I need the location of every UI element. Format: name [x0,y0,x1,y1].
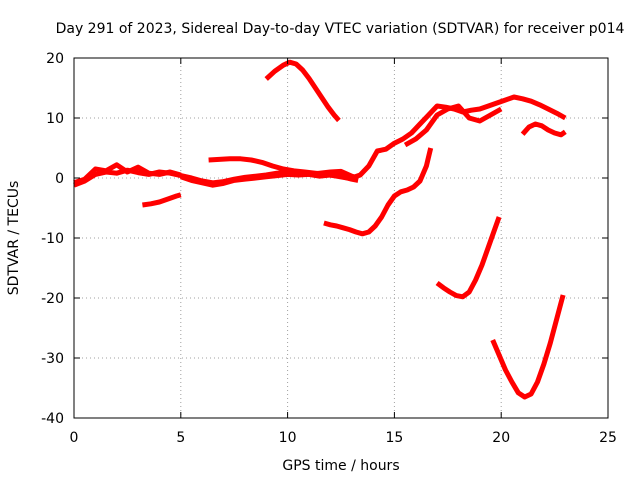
series-arc-6 [264,59,341,123]
series-arc-10 [435,216,502,300]
x-tick-label: 20 [492,430,510,446]
x-axis-label: GPS time / hours [282,458,399,474]
series-arc-11 [490,294,566,400]
chart-title: Day 291 of 2023, Sidereal Day-to-day VTE… [56,21,625,37]
y-tick-label: 20 [46,51,64,67]
series-arc-5 [142,192,182,208]
y-tick-label: -10 [41,231,64,247]
series-arc-2 [73,162,182,186]
series-arc-9 [323,147,434,237]
y-tick-label: -30 [41,351,64,367]
y-tick-label: 10 [46,111,64,127]
x-tick-label: 0 [70,430,79,446]
y-tick-label: -40 [41,411,64,427]
x-tick-label: 15 [385,430,403,446]
y-tick-label: 0 [55,171,64,187]
x-tick-label: 5 [176,430,185,446]
y-axis-label: SDTVAR / TECUs [6,181,22,296]
series-layer [73,59,567,400]
series-arc-7 [350,94,567,181]
series-arc-4 [208,156,357,182]
series-arc-12 [520,121,567,138]
series-arc-8 [403,103,503,148]
x-tick-label: 25 [599,430,617,446]
series-arc-3 [180,168,359,188]
y-tick-label: -20 [41,291,64,307]
x-tick-label: 10 [279,430,297,446]
axis-ticks: 0 5 10 15 20 25 -40 -30 -20 -10 0 10 20 [41,51,617,446]
grid-lines [74,58,608,418]
